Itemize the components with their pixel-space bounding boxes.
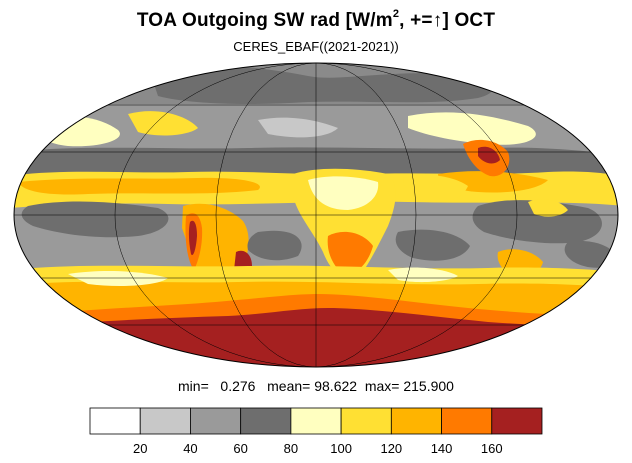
colorbar-swatch — [290, 407, 342, 435]
colorbar-tick-label: 80 — [283, 441, 299, 456]
map-field — [14, 63, 618, 367]
min-label: min= — [178, 378, 209, 394]
title-main: TOA Outgoing SW rad [W/m — [136, 10, 393, 31]
title-rest: , += — [399, 10, 433, 31]
map-subtitle: CERES_EBAF((2021-2021)) — [233, 39, 399, 54]
max-value: 215.900 — [403, 378, 454, 394]
colorbar-swatch — [491, 407, 543, 435]
colorbar-swatch — [441, 407, 493, 435]
map-title: TOA Outgoing SW rad [W/m2, +=↑] OCT — [0, 8, 632, 32]
max-label: max= — [364, 378, 400, 394]
colorbar — [89, 407, 543, 435]
colorbar-swatch — [240, 407, 292, 435]
colorbar-tick-label: 40 — [183, 441, 198, 456]
graticule — [14, 63, 618, 367]
colorbar-swatch — [139, 407, 191, 435]
colorbar-tick-label: 60 — [233, 441, 248, 456]
mean-label: mean= — [267, 378, 311, 394]
world-map — [13, 62, 619, 368]
colorbar-tick-label: 20 — [132, 441, 148, 456]
colorbar-tick-label: 120 — [380, 441, 403, 456]
map-border — [13, 62, 619, 368]
title-end: ] OCT — [442, 10, 496, 31]
min-value: 0.276 — [220, 378, 256, 394]
colorbar-tick-label: 160 — [480, 441, 503, 456]
colorbar-swatch — [390, 407, 442, 435]
mean-value: 98.622 — [314, 378, 358, 394]
title-superscript: 2 — [392, 8, 400, 20]
up-arrow-icon: ↑ — [432, 10, 443, 31]
colorbar-swatch — [89, 407, 141, 435]
colorbar-tick-label: 140 — [430, 441, 453, 456]
statistics-line: min= 0.276 mean= 98.622 max= 215.900 — [0, 378, 632, 394]
colorbar-swatch — [190, 407, 242, 435]
colorbar-swatch — [340, 407, 392, 435]
colorbar-tick-label: 100 — [330, 441, 352, 456]
